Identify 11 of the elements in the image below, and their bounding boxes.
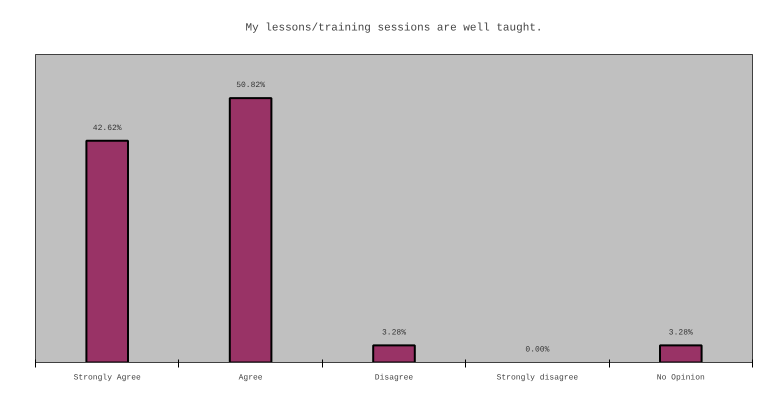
- data-label: 3.28%: [382, 328, 406, 338]
- data-label: 3.28%: [668, 328, 693, 338]
- x-tick-label: Agree: [238, 374, 263, 382]
- x-tick-label: No Opinion: [656, 374, 706, 382]
- data-label: 0.00%: [525, 346, 550, 354]
- x-tick-label: Strongly disagree: [496, 374, 578, 382]
- x-tick-label: Disagree: [374, 374, 414, 382]
- data-label: 50.82%: [236, 81, 266, 90]
- chart-title: My lessons/training sessions are well taught.: [245, 22, 543, 34]
- data-label: 42.62%: [92, 124, 122, 133]
- x-tick-label: Strongly Agree: [74, 374, 142, 382]
